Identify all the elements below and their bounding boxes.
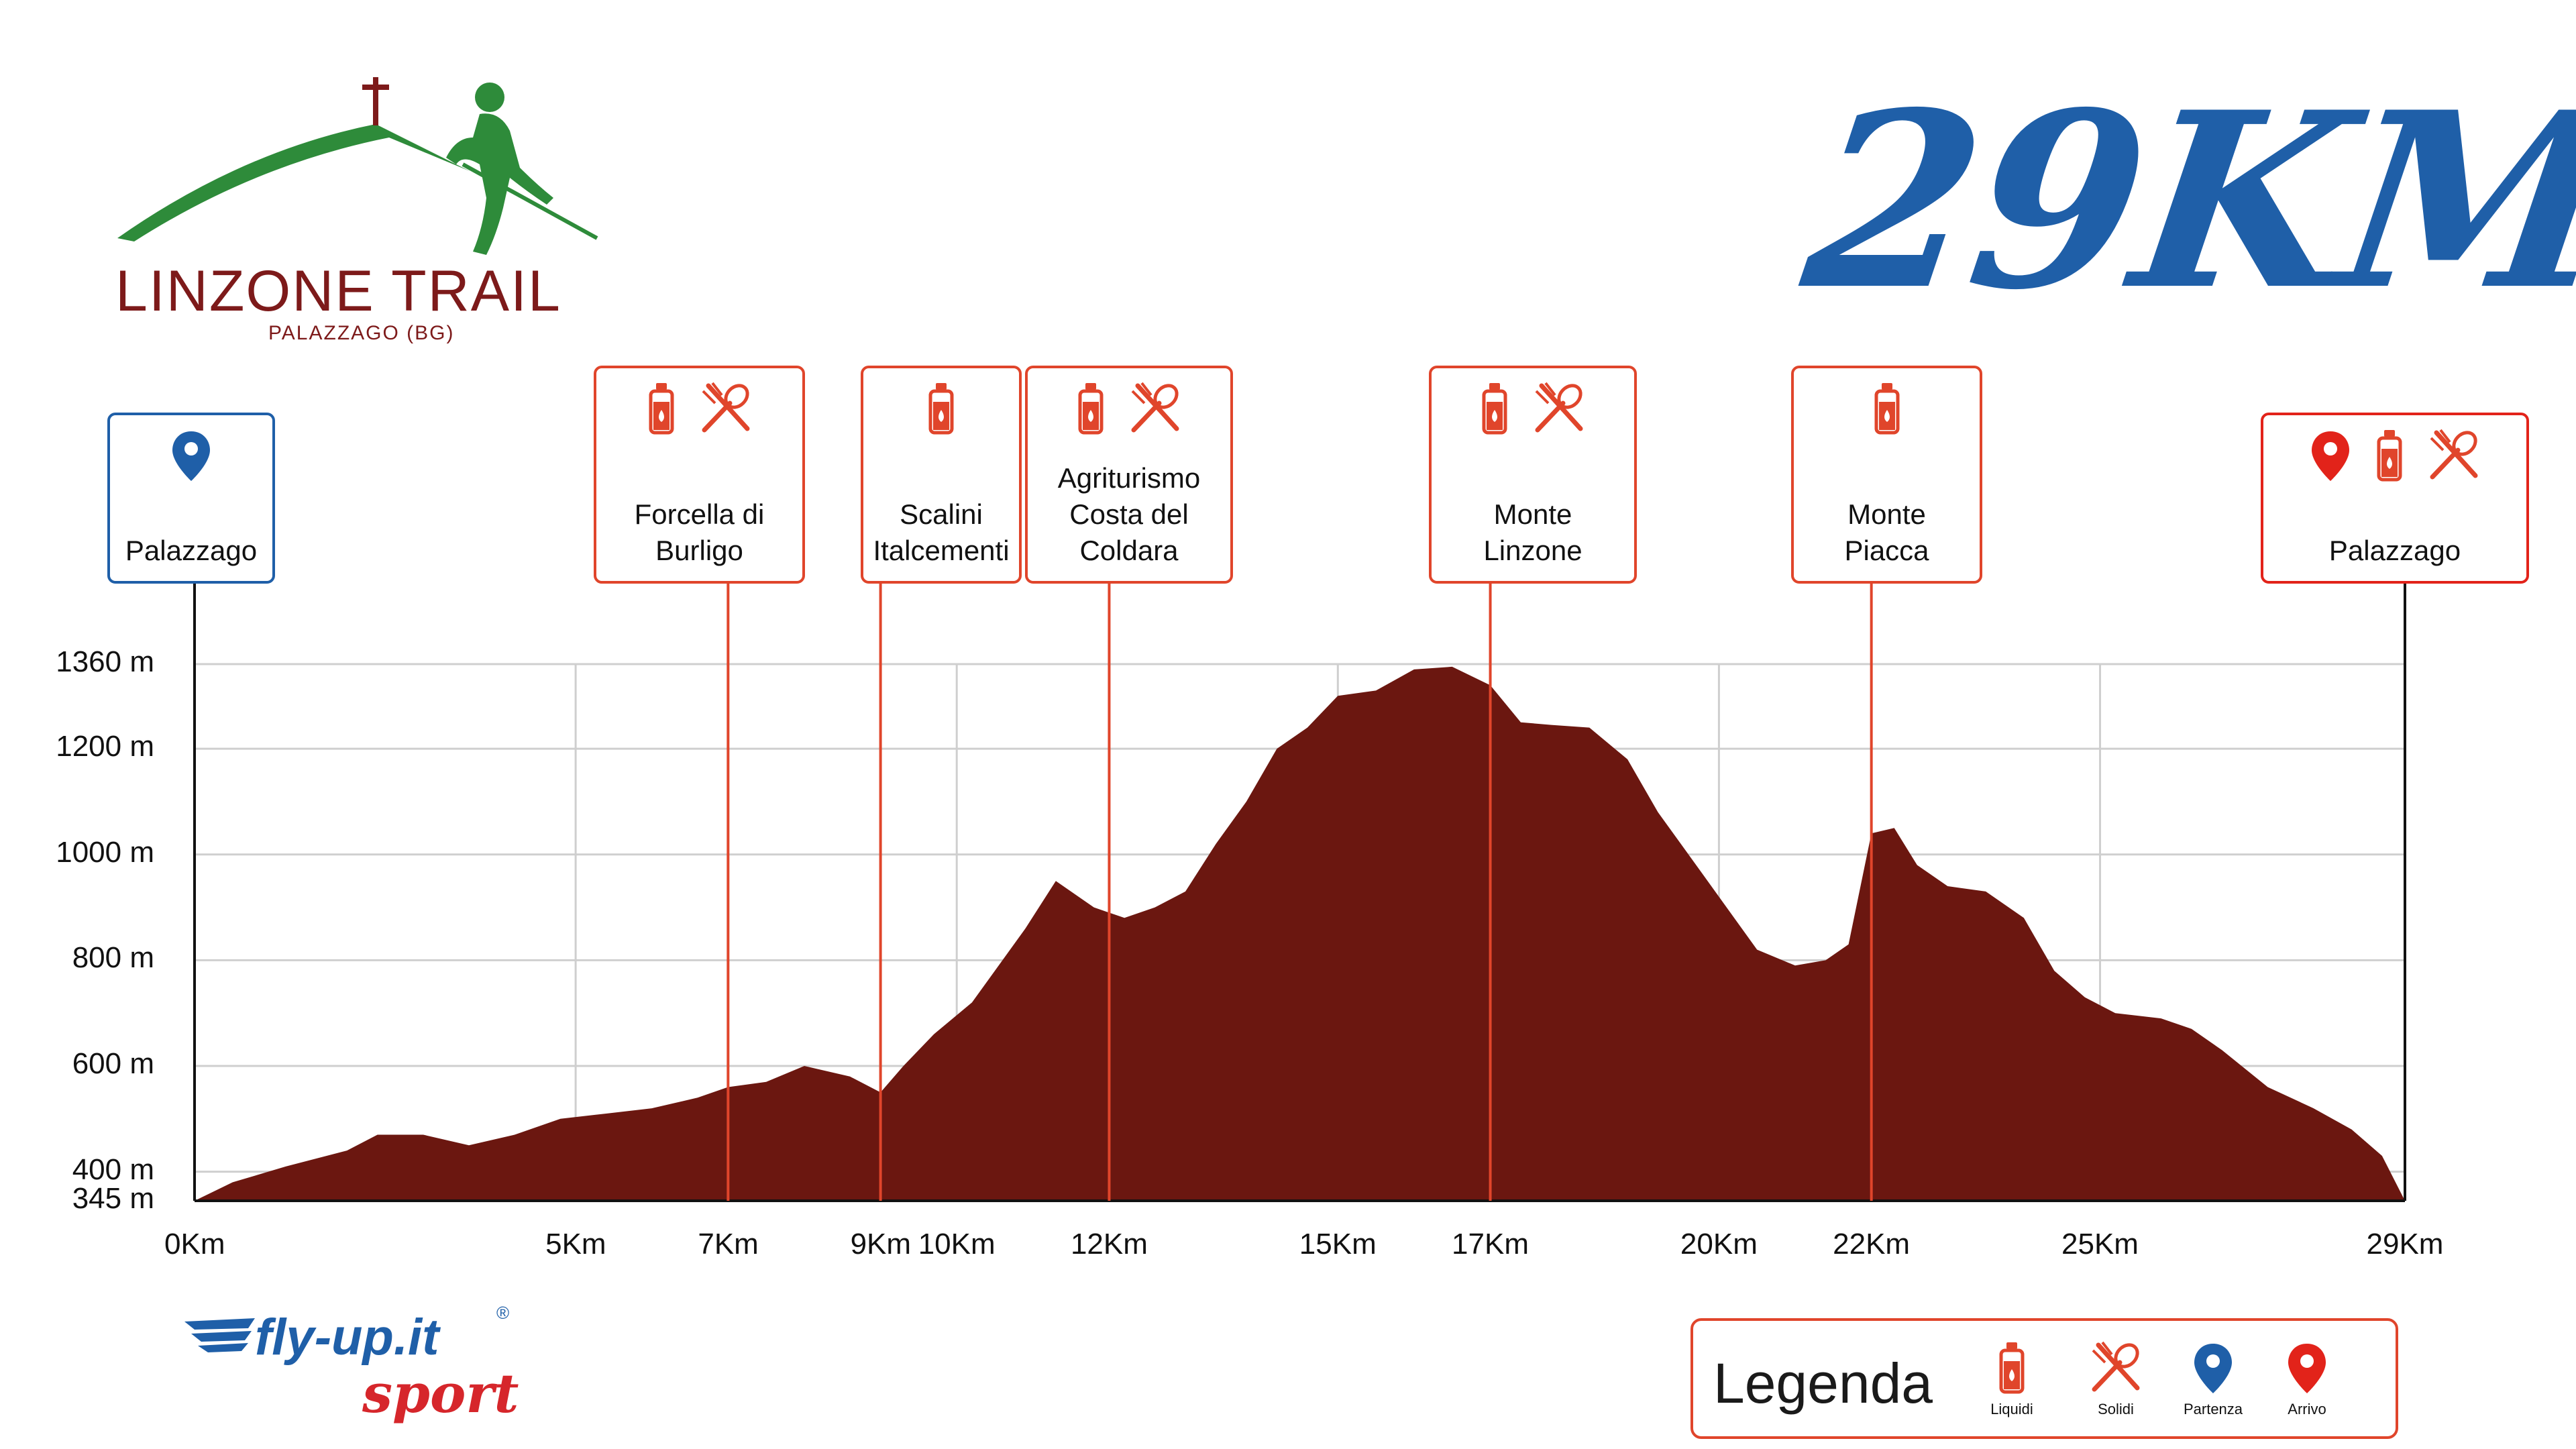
pin-red-icon — [2288, 1344, 2326, 1393]
aid-station-label: Palazzago — [2328, 535, 2461, 566]
x-tick-label: 0Km — [164, 1228, 225, 1260]
y-tick-label: 1200 m — [56, 730, 154, 763]
wings-icon — [184, 1318, 255, 1352]
sponsor-name: fly-up.it — [255, 1309, 439, 1366]
y-tick-label: 600 m — [72, 1047, 154, 1080]
x-tick-label: 20Km — [1680, 1228, 1758, 1260]
logo-mountain-icon — [117, 124, 470, 241]
bottle-icon — [928, 383, 954, 435]
bottle-icon — [1482, 383, 1507, 435]
pin-blue-icon — [2194, 1344, 2232, 1393]
aid-station-label: Monte Linzone — [1483, 498, 1582, 566]
x-tick-label: 15Km — [1299, 1228, 1377, 1260]
aid-station-label: Monte Piacca — [1844, 498, 1929, 566]
legend-item-liquids: Liquidi — [1962, 1341, 2062, 1418]
y-tick-label: 400 m — [72, 1152, 154, 1186]
aid-station-box: Monte Linzone — [1429, 366, 1637, 584]
bottle-icon — [1999, 1342, 2025, 1394]
x-tick-label: 22Km — [1833, 1228, 1911, 1260]
legend: Legenda Liquidi Solidi Partenza Arrivo — [1690, 1318, 2398, 1439]
fork-spoon-icon — [1131, 382, 1179, 433]
aid-station-box: Forcella di Burligo — [594, 366, 805, 584]
axes — [193, 584, 2406, 1202]
legend-item-solids: Solidi — [2065, 1341, 2166, 1418]
pin-blue-icon — [172, 431, 210, 481]
aid-station-box: Monte Piacca — [1791, 366, 1982, 584]
registered-mark: ® — [496, 1303, 510, 1323]
aid-station-box: Scalini Italcementi — [861, 366, 1022, 584]
x-tick-label: 5Km — [545, 1228, 606, 1260]
legend-item-start: Partenza — [2163, 1341, 2263, 1418]
bottle-icon — [649, 383, 674, 435]
aid-station-box: Agriturismo Costa del Coldara — [1025, 366, 1233, 584]
aid-station-label: Palazzago — [125, 535, 258, 566]
sponsor-sub: sport — [362, 1362, 519, 1425]
x-tick-label: 25Km — [2061, 1228, 2139, 1260]
aid-station-label: Agriturismo Costa del Coldara — [1057, 462, 1201, 566]
logo-graphic — [117, 77, 598, 255]
fork-spoon-icon — [1535, 382, 1583, 433]
aid-station-label: Forcella di Burligo — [634, 498, 765, 566]
legend-label-solids: Solidi — [2098, 1401, 2134, 1417]
y-tick-label: 1360 m — [56, 645, 154, 678]
bottle-icon — [2377, 430, 2402, 482]
legend-item-finish: Arrivo — [2257, 1341, 2357, 1418]
pin-red-icon — [2312, 431, 2349, 481]
aid-station-lines — [727, 584, 1873, 1201]
legend-label-finish: Arrivo — [2288, 1401, 2326, 1417]
x-tick-label: 10Km — [918, 1228, 996, 1260]
runner-icon — [446, 83, 553, 255]
fork-spoon-icon — [2430, 429, 2478, 480]
fork-spoon-icon — [702, 382, 749, 433]
elevation-profile — [195, 666, 2405, 1201]
x-tick-label: 17Km — [1452, 1228, 1529, 1260]
y-tick-label: 345 m — [72, 1182, 154, 1215]
legend-title: Legenda — [1713, 1352, 1933, 1415]
legend-label-start: Partenza — [2183, 1401, 2243, 1417]
bottle-icon — [1874, 383, 1899, 435]
x-tick-label: 12Km — [1070, 1228, 1148, 1260]
y-tick-label: 1000 m — [56, 835, 154, 869]
aid-station-label: Scalini Italcementi — [873, 498, 1010, 566]
x-tick-label: 9Km — [850, 1228, 912, 1260]
logo-title: LINZONE TRAIL — [115, 259, 561, 323]
start-box: Palazzago — [107, 413, 275, 584]
bottle-icon — [1078, 383, 1104, 435]
finish-box: Palazzago — [2261, 413, 2529, 584]
x-tick-label: 29Km — [2366, 1228, 2444, 1260]
logo-subtitle: PALAZZAGO (BG) — [268, 322, 455, 344]
legend-label-liquids: Liquidi — [1990, 1401, 2033, 1417]
x-tick-label: 7Km — [698, 1228, 759, 1260]
fork-spoon-icon — [2092, 1341, 2140, 1392]
y-tick-label: 800 m — [72, 941, 154, 975]
